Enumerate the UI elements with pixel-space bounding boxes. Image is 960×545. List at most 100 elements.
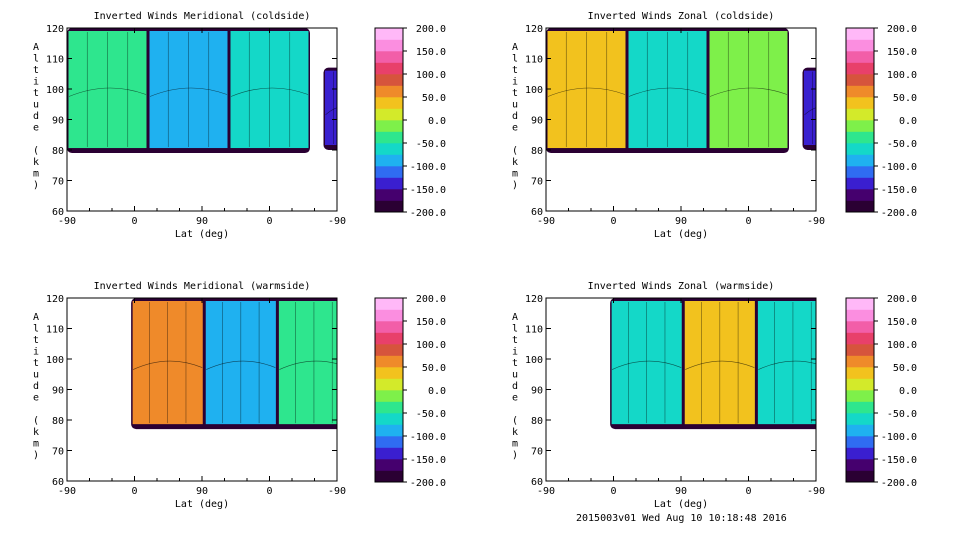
colorbar: 200.0150.0100.050.00.0-50.0-100.0-150.0-…: [846, 294, 917, 489]
colorbar-swatch: [375, 143, 403, 155]
y-tick-label: 100: [525, 85, 543, 96]
y-tick-label: 110: [525, 55, 543, 66]
colorbar-swatch: [375, 471, 403, 483]
colorbar-tick-label: -200.0: [881, 478, 917, 489]
colorbar-swatch: [375, 436, 403, 448]
colorbar-swatch: [375, 28, 403, 40]
colorbar-tick-label: 150.0: [416, 47, 446, 58]
colorbar: 200.0150.0100.050.00.0-50.0-100.0-150.0-…: [375, 294, 446, 489]
colorbar-tick-label: -100.0: [881, 432, 917, 443]
colorbar-tick-label: -50.0: [416, 139, 446, 150]
colorbar-tick-label: 50.0: [422, 93, 446, 104]
x-tick-label: 0: [131, 486, 137, 497]
colorbar-swatch: [846, 178, 874, 190]
y-tick-label: 60: [52, 207, 64, 218]
colorbar-swatch: [375, 40, 403, 52]
colorbar-swatch: [375, 155, 403, 167]
y-tick-label: 60: [531, 207, 543, 218]
colorbar-tick-label: -150.0: [410, 455, 446, 466]
colorbar-swatch: [846, 333, 874, 345]
colorbar-swatch: [846, 390, 874, 402]
x-tick-label: 0: [745, 216, 751, 227]
y-tick-label: 70: [52, 447, 64, 458]
y-tick-label: 110: [46, 325, 64, 336]
x-axis-label: Lat (deg): [654, 229, 708, 240]
x-axis-label: Lat (deg): [175, 499, 229, 510]
colorbar-tick-label: 150.0: [887, 47, 917, 58]
colorbar-tick-label: 50.0: [893, 363, 917, 374]
colorbar-tick-label: -200.0: [410, 478, 446, 489]
colorbar-swatch: [846, 321, 874, 333]
colorbar-swatch: [846, 189, 874, 201]
colorbar-tick-label: 0.0: [899, 386, 917, 397]
colorbar-tick-label: 0.0: [428, 116, 446, 127]
colorbar-swatch: [375, 201, 403, 213]
colorbar-tick-label: -100.0: [410, 162, 446, 173]
x-axis-label: Lat (deg): [175, 229, 229, 240]
y-tick-label: 120: [525, 294, 543, 305]
colorbar-swatch: [375, 120, 403, 132]
colorbar-swatch: [375, 321, 403, 333]
colorbar-swatch: [375, 390, 403, 402]
y-tick-label: 90: [52, 386, 64, 397]
contour-line: [420, 376, 502, 385]
chart-title: Inverted Winds Zonal (warmside): [588, 281, 775, 292]
colorbar-swatch: [375, 166, 403, 178]
x-tick-label: 0: [745, 486, 751, 497]
colorbar-swatch: [846, 86, 874, 98]
colorbar-swatch: [846, 436, 874, 448]
footer-timestamp: 2015003v01 Wed Aug 10 10:18:48 2016: [576, 513, 787, 524]
colorbar-swatch: [375, 132, 403, 144]
y-tick-label: 100: [46, 85, 64, 96]
y-tick-label: 70: [52, 177, 64, 188]
colorbar-swatch: [375, 63, 403, 75]
y-tick-label: 60: [531, 477, 543, 488]
y-tick-label: 70: [531, 447, 543, 458]
colorbar-tick-label: -200.0: [881, 208, 917, 219]
colorbar-tick-label: 150.0: [416, 317, 446, 328]
chart-title: Inverted Winds Meridional (coldside): [94, 11, 311, 22]
colorbar-swatch: [846, 63, 874, 75]
colorbar-swatch: [846, 143, 874, 155]
colorbar-swatch: [846, 471, 874, 483]
colorbar-swatch: [846, 74, 874, 86]
colorbar-swatch: [375, 356, 403, 368]
colorbar-tick-label: -50.0: [887, 139, 917, 150]
colorbar-tick-label: 100.0: [416, 340, 446, 351]
colorbar-swatch: [846, 120, 874, 132]
y-tick-label: 100: [525, 355, 543, 366]
y-tick-label: 80: [52, 416, 64, 427]
colorbar-tick-label: 50.0: [893, 93, 917, 104]
data-cell: [804, 71, 842, 145]
colorbar-tick-label: 100.0: [887, 70, 917, 81]
colorbar-swatch: [846, 413, 874, 425]
colorbar-tick-label: 0.0: [899, 116, 917, 127]
colorbar-swatch: [846, 367, 874, 379]
colorbar-swatch: [846, 201, 874, 213]
y-tick-label: 120: [46, 294, 64, 305]
colorbar-swatch: [375, 178, 403, 190]
x-tick-label: -90: [328, 216, 346, 227]
data-cell: [325, 71, 363, 145]
x-tick-label: 0: [266, 216, 272, 227]
colorbar-swatch: [375, 344, 403, 356]
x-tick-label: 90: [196, 486, 208, 497]
colorbar-tick-label: -150.0: [410, 185, 446, 196]
y-tick-label: 110: [525, 325, 543, 336]
x-tick-label: 0: [266, 486, 272, 497]
colorbar-swatch: [846, 344, 874, 356]
colorbar-tick-label: -50.0: [887, 409, 917, 420]
colorbar-swatch: [375, 333, 403, 345]
colorbar-swatch: [846, 298, 874, 310]
x-tick-label: -90: [807, 216, 825, 227]
colorbar-swatch: [846, 425, 874, 437]
colorbar-swatch: [846, 40, 874, 52]
colorbar-swatch: [846, 166, 874, 178]
y-tick-label: 100: [46, 355, 64, 366]
colorbar-swatch: [846, 356, 874, 368]
colorbar-swatch: [375, 86, 403, 98]
